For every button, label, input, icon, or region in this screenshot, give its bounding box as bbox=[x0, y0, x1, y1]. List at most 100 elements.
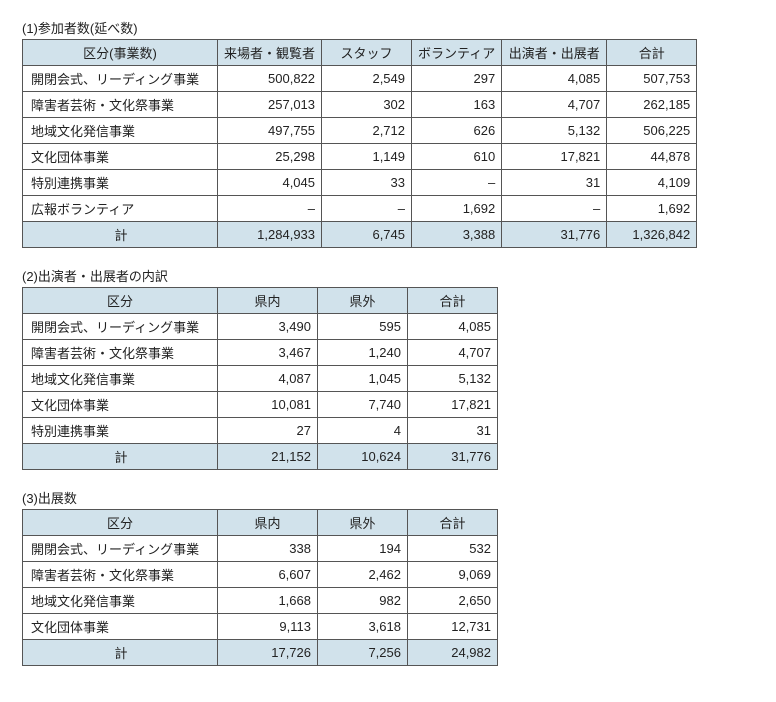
row-label: 地域文化発信事業 bbox=[23, 588, 218, 614]
cell-value: 2,549 bbox=[322, 66, 412, 92]
cell-value: 5,132 bbox=[502, 118, 607, 144]
cell-value: 4,087 bbox=[218, 366, 318, 392]
total-value: 21,152 bbox=[218, 444, 318, 470]
cell-value: 10,081 bbox=[218, 392, 318, 418]
data-table: 区分県内県外合計開閉会式、リーディング事業3,4905954,085障害者芸術・… bbox=[22, 287, 498, 470]
cell-value: 4,707 bbox=[502, 92, 607, 118]
data-table: 区分県内県外合計開閉会式、リーディング事業338194532障害者芸術・文化祭事… bbox=[22, 509, 498, 666]
cell-value: 302 bbox=[322, 92, 412, 118]
cell-value: 1,692 bbox=[412, 196, 502, 222]
cell-value: 507,753 bbox=[607, 66, 697, 92]
total-value: 31,776 bbox=[502, 222, 607, 248]
cell-value: – bbox=[412, 170, 502, 196]
cell-value: 3,618 bbox=[318, 614, 408, 640]
cell-value: – bbox=[322, 196, 412, 222]
table-row: 文化団体事業9,1133,61812,731 bbox=[23, 614, 498, 640]
total-value: 31,776 bbox=[408, 444, 498, 470]
row-label: 開閉会式、リーディング事業 bbox=[23, 536, 218, 562]
cell-value: 1,045 bbox=[318, 366, 408, 392]
table-row: 開閉会式、リーディング事業3,4905954,085 bbox=[23, 314, 498, 340]
column-header: 県外 bbox=[318, 288, 408, 314]
cell-value: 3,467 bbox=[218, 340, 318, 366]
column-header: 合計 bbox=[408, 510, 498, 536]
total-value: 7,256 bbox=[318, 640, 408, 666]
column-header: 県内 bbox=[218, 510, 318, 536]
total-value: 6,745 bbox=[322, 222, 412, 248]
cell-value: 297 bbox=[412, 66, 502, 92]
total-label: 計 bbox=[23, 640, 218, 666]
row-label: 文化団体事業 bbox=[23, 144, 218, 170]
cell-value: 9,069 bbox=[408, 562, 498, 588]
row-label: 地域文化発信事業 bbox=[23, 118, 218, 144]
cell-value: 532 bbox=[408, 536, 498, 562]
total-row: 計21,15210,62431,776 bbox=[23, 444, 498, 470]
cell-value: 25,298 bbox=[218, 144, 322, 170]
cell-value: 610 bbox=[412, 144, 502, 170]
row-label: 開閉会式、リーディング事業 bbox=[23, 314, 218, 340]
cell-value: 4 bbox=[318, 418, 408, 444]
column-header: 区分(事業数) bbox=[23, 40, 218, 66]
row-label: 障害者芸術・文化祭事業 bbox=[23, 92, 218, 118]
row-label: 障害者芸術・文化祭事業 bbox=[23, 340, 218, 366]
column-header: ボランティア bbox=[412, 40, 502, 66]
row-label: 広報ボランティア bbox=[23, 196, 218, 222]
cell-value: 5,132 bbox=[408, 366, 498, 392]
cell-value: 4,109 bbox=[607, 170, 697, 196]
column-header: 合計 bbox=[607, 40, 697, 66]
table-row: 障害者芸術・文化祭事業6,6072,4629,069 bbox=[23, 562, 498, 588]
table-row: 地域文化発信事業1,6689822,650 bbox=[23, 588, 498, 614]
column-header: 区分 bbox=[23, 510, 218, 536]
cell-value: 4,707 bbox=[408, 340, 498, 366]
cell-value: 31 bbox=[408, 418, 498, 444]
table-row: 文化団体事業10,0817,74017,821 bbox=[23, 392, 498, 418]
row-label: 特別連携事業 bbox=[23, 170, 218, 196]
cell-value: – bbox=[502, 196, 607, 222]
table-row: 障害者芸術・文化祭事業3,4671,2404,707 bbox=[23, 340, 498, 366]
section-title: (2)出演者・出展者の内訳 bbox=[22, 266, 754, 285]
table-row: 開閉会式、リーディング事業338194532 bbox=[23, 536, 498, 562]
cell-value: 595 bbox=[318, 314, 408, 340]
column-header: 県内 bbox=[218, 288, 318, 314]
cell-value: 338 bbox=[218, 536, 318, 562]
total-row: 計17,7267,25624,982 bbox=[23, 640, 498, 666]
cell-value: 9,113 bbox=[218, 614, 318, 640]
cell-value: 262,185 bbox=[607, 92, 697, 118]
cell-value: 17,821 bbox=[502, 144, 607, 170]
cell-value: 27 bbox=[218, 418, 318, 444]
cell-value: 163 bbox=[412, 92, 502, 118]
table-row: 特別連携事業4,04533–314,109 bbox=[23, 170, 697, 196]
column-header: 合計 bbox=[408, 288, 498, 314]
total-value: 17,726 bbox=[218, 640, 318, 666]
cell-value: 2,462 bbox=[318, 562, 408, 588]
total-value: 1,284,933 bbox=[218, 222, 322, 248]
cell-value: 2,712 bbox=[322, 118, 412, 144]
row-label: 開閉会式、リーディング事業 bbox=[23, 66, 218, 92]
table-row: 開閉会式、リーディング事業500,8222,5492974,085507,753 bbox=[23, 66, 697, 92]
cell-value: 6,607 bbox=[218, 562, 318, 588]
table-row: 地域文化発信事業4,0871,0455,132 bbox=[23, 366, 498, 392]
cell-value: 31 bbox=[502, 170, 607, 196]
table-row: 特別連携事業27431 bbox=[23, 418, 498, 444]
document-root: (1)参加者数(延べ数)区分(事業数)来場者・観覧者スタッフボランティア出演者・… bbox=[22, 18, 754, 666]
cell-value: 4,045 bbox=[218, 170, 322, 196]
column-header: 来場者・観覧者 bbox=[218, 40, 322, 66]
total-value: 3,388 bbox=[412, 222, 502, 248]
total-value: 10,624 bbox=[318, 444, 408, 470]
cell-value: 17,821 bbox=[408, 392, 498, 418]
cell-value: 506,225 bbox=[607, 118, 697, 144]
table-row: 地域文化発信事業497,7552,7126265,132506,225 bbox=[23, 118, 697, 144]
table-row: 障害者芸術・文化祭事業257,0133021634,707262,185 bbox=[23, 92, 697, 118]
cell-value: 12,731 bbox=[408, 614, 498, 640]
section-title: (3)出展数 bbox=[22, 488, 754, 507]
cell-value: 1,149 bbox=[322, 144, 412, 170]
cell-value: 4,085 bbox=[502, 66, 607, 92]
section-title: (1)参加者数(延べ数) bbox=[22, 18, 754, 37]
row-label: 障害者芸術・文化祭事業 bbox=[23, 562, 218, 588]
row-label: 特別連携事業 bbox=[23, 418, 218, 444]
cell-value: 497,755 bbox=[218, 118, 322, 144]
column-header: 出演者・出展者 bbox=[502, 40, 607, 66]
cell-value: 7,740 bbox=[318, 392, 408, 418]
cell-value: 4,085 bbox=[408, 314, 498, 340]
row-label: 文化団体事業 bbox=[23, 392, 218, 418]
column-header: 県外 bbox=[318, 510, 408, 536]
